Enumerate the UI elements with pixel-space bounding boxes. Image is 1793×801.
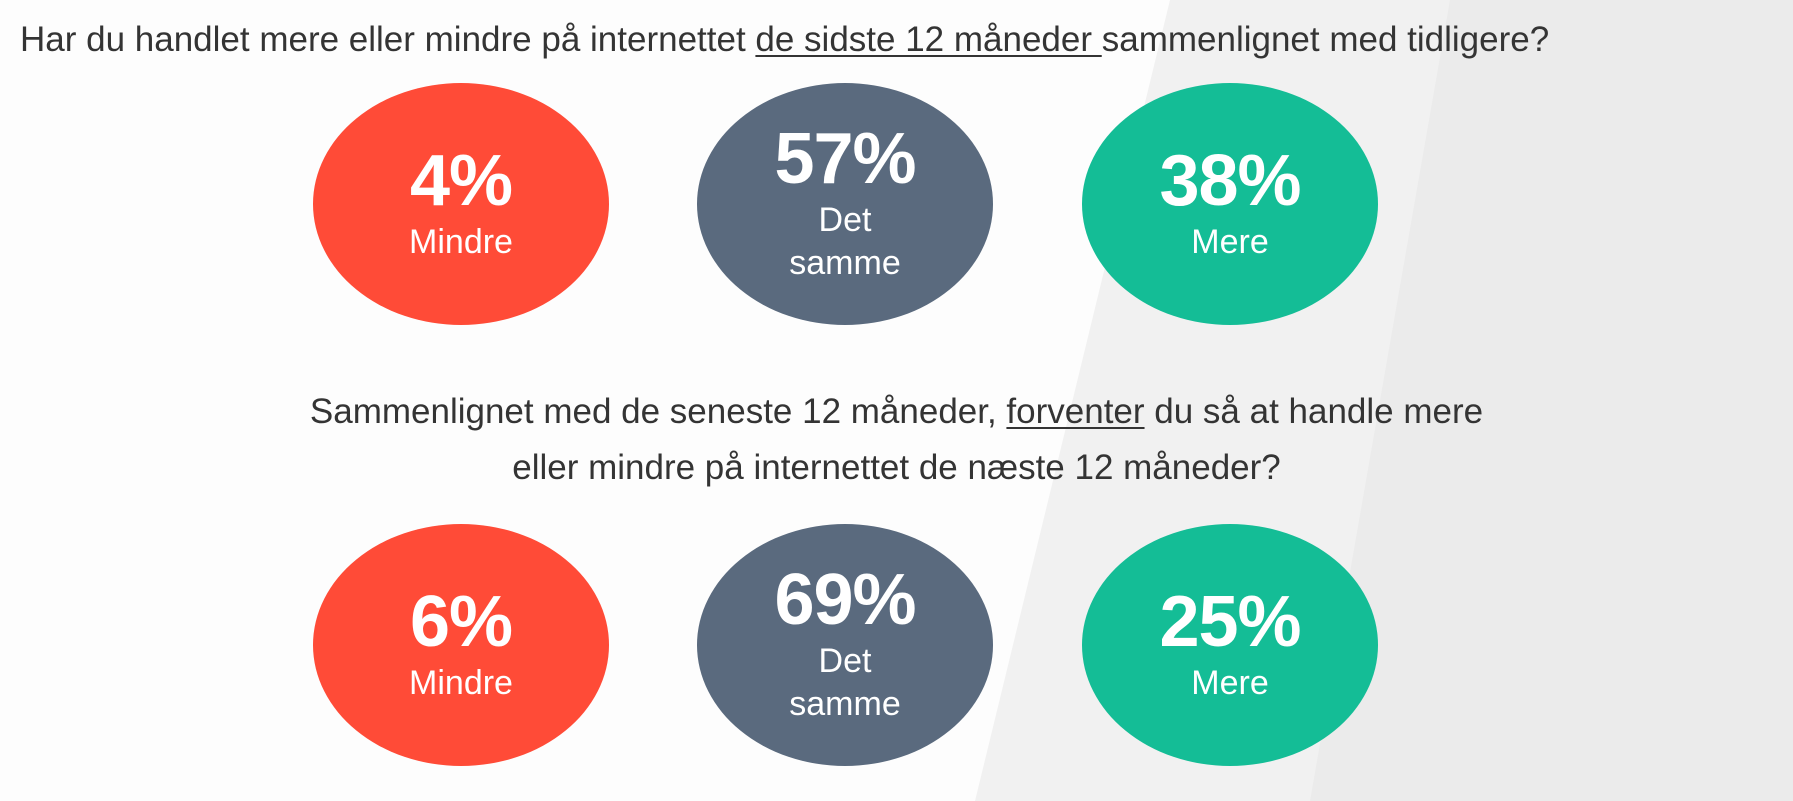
value-label: 69% [774,560,916,640]
question-1-text-end: sammenlignet med tidligere? [1101,20,1550,59]
question-2-line1-start: Sammenlignet med de seneste 12 måneder, [309,392,1007,431]
question-2-line1-end: du så at handle mere [1144,392,1484,431]
oval-q2-mere: 25% Mere [1082,524,1378,766]
category-label: Mere [1191,222,1269,261]
question-1: Har du handlet mere eller mindre på inte… [20,12,1549,68]
category-label: Det samme [789,642,901,723]
oval-q1-mindre: 4% Mindre [313,83,609,325]
category-label: Mindre [409,663,513,702]
oval-q1-mere: 38% Mere [1082,83,1378,325]
oval-q2-mindre: 6% Mindre [313,524,609,766]
oval-q2-det-samme: 69% Det samme [697,524,993,766]
value-label: 38% [1159,140,1301,221]
value-label: 25% [1159,581,1301,662]
value-label: 4% [409,140,513,221]
question-2: Sammenlignet med de seneste 12 måneder, … [0,384,1793,496]
question-2-line2: eller mindre på internettet de næste 12 … [512,448,1281,487]
category-label: Mere [1191,663,1269,702]
value-label: 6% [409,581,513,662]
value-label: 57% [774,119,916,199]
category-label: Det samme [789,201,901,282]
question-1-text-start: Har du handlet mere eller mindre på inte… [20,20,756,59]
oval-q1-det-samme: 57% Det samme [697,83,993,325]
question-1-underlined: de sidste 12 måneder [755,20,1102,59]
category-label: Mindre [409,222,513,261]
question-2-underlined: forventer [1006,392,1145,431]
